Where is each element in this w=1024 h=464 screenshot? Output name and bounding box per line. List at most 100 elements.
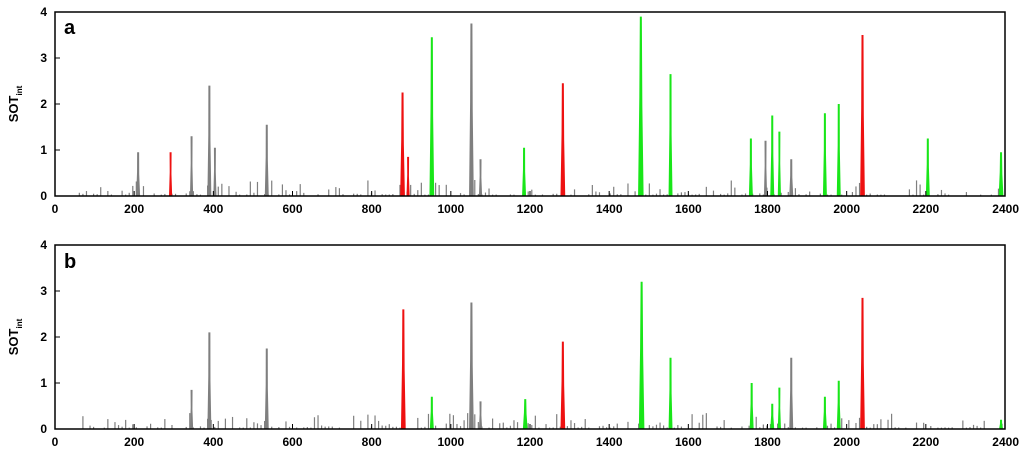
baseline-spike [135, 427, 137, 429]
baseline-spike [338, 188, 341, 196]
panel-b-peak-3 [400, 309, 406, 429]
baseline-spike [281, 184, 284, 196]
panel-a-peak-24 [998, 152, 1004, 196]
baseline-spike [285, 421, 287, 429]
panel-a-y-tick-label: 1 [40, 143, 47, 157]
baseline-spike [271, 180, 273, 196]
panel-a-peak-20 [822, 113, 827, 196]
baseline-spike [588, 194, 590, 196]
baseline-spike [356, 193, 358, 196]
panel-b-x-tick-label: 1400 [596, 435, 623, 449]
baseline-spike [866, 426, 868, 429]
baseline-spike [303, 427, 305, 429]
baseline-spike [898, 427, 900, 429]
baseline-spike [146, 426, 148, 429]
baseline-spike [185, 193, 187, 196]
panel-a-peak-1 [169, 152, 173, 196]
baseline-spike [353, 193, 355, 196]
baseline-spike [666, 194, 668, 196]
panel-a-peak-8 [429, 37, 435, 196]
baseline-spike [798, 194, 800, 196]
baseline-spike [858, 182, 861, 196]
baseline-spike [313, 417, 316, 429]
baseline-spike [253, 192, 255, 196]
baseline-spike [164, 193, 166, 196]
baseline-spike [887, 419, 889, 429]
baseline-spike [360, 420, 362, 429]
baseline-spike [296, 191, 298, 196]
baseline-spike [556, 414, 558, 429]
baseline-spike [189, 191, 191, 196]
baseline-spike [192, 191, 194, 196]
baseline-spike [410, 184, 412, 196]
panel-a-y-label-sub: int [15, 85, 24, 95]
panel-b-x-tick-label: 2200 [912, 435, 939, 449]
baseline-spike [435, 182, 437, 196]
baseline-spike [741, 426, 743, 429]
baseline-spike [445, 184, 447, 196]
baseline-spike [121, 190, 123, 196]
baseline-spike [648, 183, 650, 196]
baseline-spike [531, 425, 533, 429]
baseline-spike [965, 192, 968, 196]
panel-b-letter: b [64, 251, 76, 273]
baseline-spike [826, 425, 829, 429]
baseline-spike [552, 193, 554, 196]
baseline-spike [794, 427, 797, 429]
baseline-spike [969, 427, 971, 429]
panel-a-peak-18 [777, 131, 781, 196]
baseline-spike [577, 427, 579, 429]
panel-a-peak-10 [478, 159, 483, 196]
baseline-spike [420, 182, 422, 196]
baseline-spike [819, 193, 821, 196]
baseline-spike [256, 181, 259, 196]
panel-b-x-tick-label: 600 [282, 435, 302, 449]
baseline-spike [228, 186, 230, 196]
panel-a-peak-11 [522, 147, 527, 196]
baseline-spike [374, 415, 376, 429]
baseline-spike [923, 422, 925, 429]
baseline-spike [513, 420, 515, 429]
baseline-spike [271, 426, 273, 429]
baseline-spike [93, 193, 95, 196]
panel-b-peak-13 [777, 387, 781, 429]
baseline-spike [744, 193, 747, 196]
panel-b-y-tick-label: 2 [40, 330, 47, 344]
panel-b-peak-2 [264, 348, 269, 429]
baseline-spike [217, 186, 219, 196]
panel-a-x-tick-label: 200 [124, 202, 144, 216]
baseline-spike [702, 414, 704, 429]
baseline-spike [951, 427, 953, 429]
panel-a-peak-3 [207, 85, 212, 196]
baseline-spike [264, 194, 266, 196]
baseline-spike [153, 193, 155, 196]
baseline-spike [944, 193, 946, 196]
baseline-spike [328, 189, 330, 196]
baseline-spike [492, 418, 494, 429]
panel-a-y-label: SOTint [6, 85, 24, 122]
baseline-spike [467, 413, 469, 429]
baseline-spike [531, 189, 533, 196]
panel-b-x-tick-label: 1200 [517, 435, 544, 449]
baseline-spike [602, 425, 604, 429]
panel-b-x-tick-label: 2400 [992, 435, 1019, 449]
baseline-spike [171, 425, 173, 429]
panel-b-y-label-sub: int [15, 318, 24, 328]
baseline-spike [516, 422, 519, 429]
baseline-spike [591, 185, 593, 196]
baseline-spike [217, 420, 219, 429]
baseline-spike [360, 194, 362, 196]
baseline-spike [435, 425, 437, 429]
baseline-spike [659, 422, 661, 429]
baseline-spike [132, 185, 134, 196]
baseline-spike [876, 424, 878, 429]
baseline-spike [809, 191, 811, 196]
panel-b-peak-16 [836, 380, 841, 429]
baseline-spike [449, 413, 451, 429]
baseline-spike [930, 426, 932, 429]
baseline-spike [698, 422, 700, 429]
baseline-spike [716, 426, 718, 429]
baseline-spike [388, 194, 390, 196]
baseline-spike [527, 191, 529, 196]
baseline-spike [185, 426, 187, 429]
